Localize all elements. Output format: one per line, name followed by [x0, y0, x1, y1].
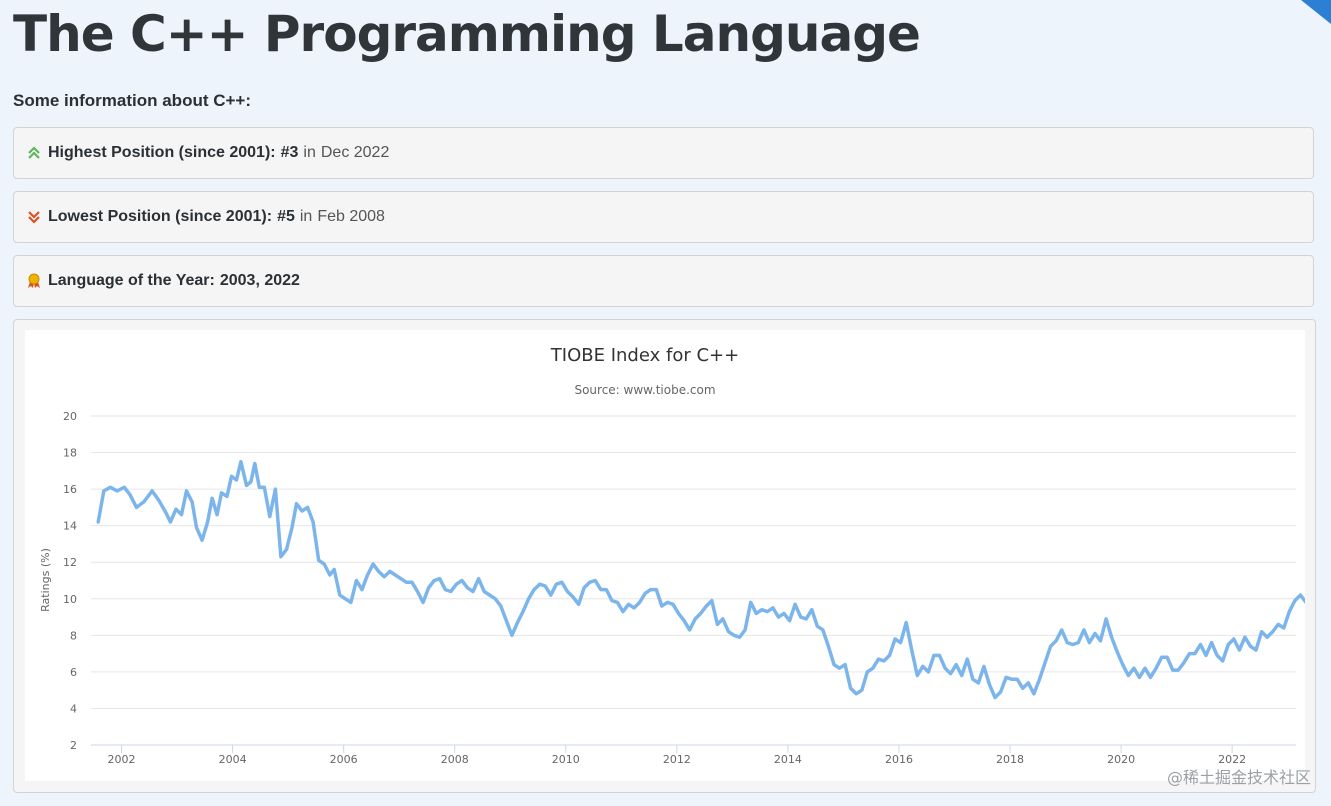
lowest-position-date: Feb 2008	[317, 208, 385, 225]
highest-position-value: #3	[280, 144, 299, 161]
medal-icon	[26, 273, 42, 289]
y-tick-label: 4	[70, 702, 77, 715]
x-tick-label: 2012	[663, 753, 691, 766]
x-tick-label: 2008	[441, 753, 469, 766]
highest-position-panel: Highest Position (since 2001): #3 in Dec…	[13, 127, 1314, 179]
lowest-position-in: in	[299, 208, 313, 225]
x-tick-label: 2022	[1218, 753, 1246, 766]
watermark: @稀土掘金技术社区	[1166, 768, 1311, 787]
page-title: The C++ Programming Language	[13, 5, 921, 63]
language-of-year-panel: Language of the Year: 2003, 2022	[13, 255, 1314, 307]
corner-ribbon	[1301, 0, 1331, 24]
chart-title: TIOBE Index for C++	[550, 345, 739, 366]
series-line	[96, 459, 1325, 700]
section-subtitle: Some information about C++:	[13, 91, 252, 110]
y-tick-label: 10	[63, 593, 77, 606]
x-tick-label: 2020	[1107, 753, 1135, 766]
x-tick-label: 2006	[330, 753, 358, 766]
language-of-year-value: 2003, 2022	[219, 272, 300, 289]
highest-position-label: Highest Position (since 2001):	[48, 144, 276, 161]
y-tick-labels: 2 4 6 8 10 12 14 16 18 20	[63, 410, 77, 752]
x-tick-label: 2018	[996, 753, 1024, 766]
y-tick-label: 18	[63, 447, 77, 460]
x-tick-label: 2010	[552, 753, 580, 766]
highest-position-date: Dec 2022	[320, 144, 390, 161]
y-tick-label: 12	[63, 556, 77, 569]
language-of-year-label: Language of the Year:	[48, 272, 215, 289]
x-tick-labels: 2002 2004 2006 2008 2010 2012 2014 2016 2018 2020…	[108, 745, 1246, 766]
chart-panel: TIOBE Index for C++ Source: www.tiobe.co…	[13, 319, 1325, 793]
highest-position-in: in	[303, 144, 316, 161]
chart-subtitle: Source: www.tiobe.com	[574, 383, 715, 397]
x-tick-label: 2002	[108, 753, 136, 766]
y-tick-label: 16	[63, 483, 77, 496]
grid-lines	[91, 415, 1296, 746]
y-tick-label: 6	[70, 666, 77, 679]
y-tick-label: 20	[63, 410, 77, 423]
y-axis-label: Ratings (%)	[39, 548, 52, 612]
double-chevron-down-icon	[26, 209, 42, 225]
lowest-position-value: #5	[277, 208, 295, 225]
y-tick-label: 8	[70, 629, 77, 642]
x-tick-label: 2014	[774, 753, 802, 766]
x-tick-label: 2004	[219, 753, 247, 766]
lowest-position-panel: Lowest Position (since 2001): #5 in Feb …	[13, 191, 1314, 243]
y-tick-label: 14	[63, 520, 77, 533]
tiobe-chart: TIOBE Index for C++ Source: www.tiobe.co…	[39, 345, 1325, 766]
chart-container: TIOBE Index for C++ Source: www.tiobe.co…	[25, 330, 1325, 781]
lowest-position-label: Lowest Position (since 2001):	[48, 208, 273, 225]
y-tick-label: 2	[70, 739, 77, 752]
double-chevron-up-icon	[26, 145, 42, 161]
x-tick-label: 2016	[885, 753, 913, 766]
